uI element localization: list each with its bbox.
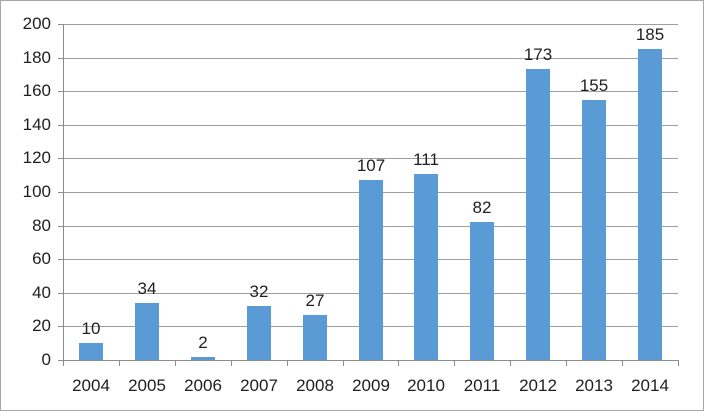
y-axis-label: 180 xyxy=(22,47,51,67)
bar-2007 xyxy=(247,306,271,360)
y-tick xyxy=(58,57,63,59)
x-tick xyxy=(287,360,288,366)
x-axis-label: 2008 xyxy=(296,376,334,395)
bar-2012 xyxy=(526,69,550,360)
y-tick xyxy=(58,124,63,126)
y-axis-label: 140 xyxy=(22,114,51,134)
y-tick xyxy=(58,292,63,294)
x-tick xyxy=(119,360,120,366)
gridline xyxy=(63,57,678,59)
data-label-2011: 82 xyxy=(472,198,492,218)
data-label-2010: 111 xyxy=(413,149,439,169)
data-label-2012: 173 xyxy=(523,45,553,65)
x-tick xyxy=(678,360,679,366)
x-axis-label: 2007 xyxy=(240,376,278,395)
x-tick xyxy=(231,360,232,366)
x-tick xyxy=(566,360,567,366)
x-axis-label: 2006 xyxy=(184,376,222,395)
x-axis-label: 2014 xyxy=(631,376,669,395)
bar-2005 xyxy=(135,302,159,360)
bar-2004 xyxy=(79,343,103,360)
y-axis-label: 20 xyxy=(32,316,51,336)
y-tick xyxy=(58,91,63,93)
data-label-2004: 10 xyxy=(81,319,101,339)
y-axis-label: 120 xyxy=(22,148,51,168)
data-label-2007: 32 xyxy=(249,282,269,302)
x-axis-label: 2011 xyxy=(463,376,501,395)
x-axis-label: 2013 xyxy=(575,376,613,395)
y-tick xyxy=(58,259,63,261)
data-label-2013: 155 xyxy=(579,75,609,95)
y-axis-label: 80 xyxy=(32,215,51,235)
x-axis-label: 2012 xyxy=(519,376,557,395)
x-axis-line xyxy=(58,360,678,361)
bar-2014 xyxy=(638,49,662,360)
y-axis-label: 60 xyxy=(32,249,51,269)
bar-2011 xyxy=(470,222,494,360)
bar-2010 xyxy=(414,173,438,360)
y-axis-label: 160 xyxy=(22,81,51,101)
bar-2013 xyxy=(582,99,606,360)
y-tick xyxy=(58,24,63,25)
y-tick xyxy=(58,192,63,193)
x-axis-label: 2005 xyxy=(128,376,166,395)
x-axis-label: 2009 xyxy=(352,376,390,395)
bar-2009 xyxy=(359,180,383,360)
x-tick xyxy=(398,360,399,366)
x-axis-label: 2010 xyxy=(407,376,445,395)
y-axis-label: 0 xyxy=(41,350,51,369)
bar-2008 xyxy=(303,314,327,360)
y-tick xyxy=(58,158,63,160)
data-label-2005: 34 xyxy=(137,278,157,298)
data-label-2009: 107 xyxy=(356,156,386,176)
y-axis-label: 100 xyxy=(22,182,51,201)
y-tick xyxy=(58,225,63,227)
y-axis-line xyxy=(63,24,64,360)
x-tick xyxy=(63,360,64,366)
y-axis-label: 200 xyxy=(22,14,51,33)
data-label-2006: 2 xyxy=(198,332,208,352)
y-axis-label: 40 xyxy=(32,282,51,302)
x-tick xyxy=(454,360,455,366)
data-label-2014: 185 xyxy=(635,25,665,45)
data-label-2008: 27 xyxy=(305,290,325,310)
gridline xyxy=(63,24,678,25)
bar-2006 xyxy=(191,356,215,360)
x-tick xyxy=(175,360,176,366)
x-tick xyxy=(510,360,511,366)
y-tick xyxy=(58,360,63,361)
x-axis-label: 2004 xyxy=(72,376,110,395)
x-tick xyxy=(343,360,344,366)
x-tick xyxy=(622,360,623,366)
